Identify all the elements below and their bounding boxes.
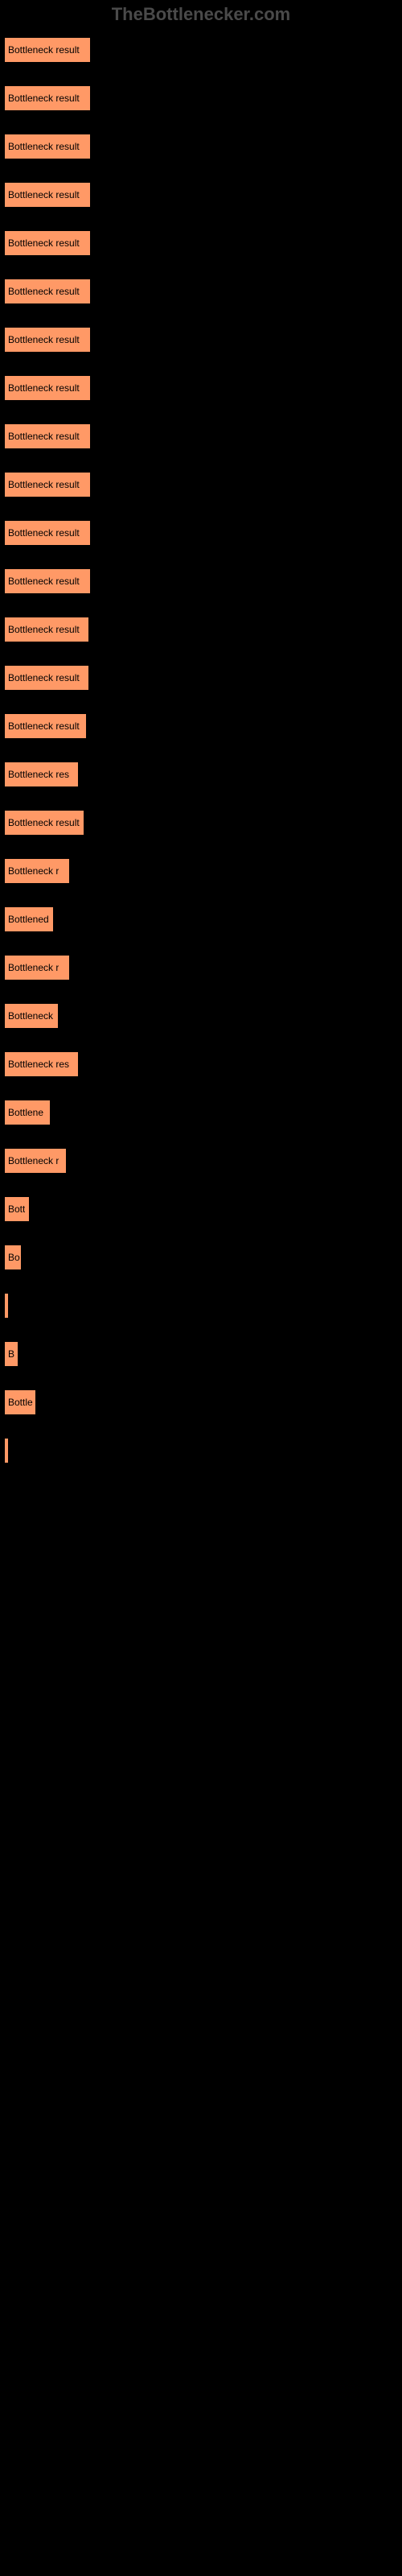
bar-label: Bottleneck result — [8, 189, 80, 200]
bottleneck-bar[interactable] — [4, 1293, 9, 1319]
bottleneck-bar[interactable]: Bottleneck result — [4, 617, 89, 642]
bottleneck-bar[interactable]: Bottleneck result — [4, 520, 91, 546]
bottleneck-bar[interactable]: Bottleneck result — [4, 665, 89, 691]
bar-label: Bottleneck result — [8, 286, 80, 297]
bar-row — [4, 1438, 398, 1463]
bar-label: Bottlened — [8, 914, 49, 925]
bar-row: Bott — [4, 1196, 398, 1222]
bar-label: Bottleneck result — [8, 44, 80, 56]
bar-label: B — [8, 1348, 14, 1360]
bar-row: Bottleneck result — [4, 375, 398, 401]
bottleneck-bar[interactable]: Bottleneck result — [4, 134, 91, 159]
bottleneck-bar[interactable]: Bottleneck result — [4, 37, 91, 63]
bottleneck-bar[interactable]: Bottleneck result — [4, 568, 91, 594]
bar-label: Bottleneck — [8, 1010, 53, 1022]
bar-row: Bottleneck res — [4, 762, 398, 787]
bar-row: Bottle — [4, 1389, 398, 1415]
bar-label: Bottlene — [8, 1107, 43, 1118]
bottleneck-bar[interactable]: Bottlene — [4, 1100, 51, 1125]
bar-label: Bottleneck r — [8, 962, 59, 973]
bar-row: Bottleneck result — [4, 230, 398, 256]
bottleneck-chart: Bottleneck result Bottleneck result Bottle… — [0, 37, 402, 1463]
bar-row: Bottleneck result — [4, 327, 398, 353]
bar-label: Bottleneck result — [8, 93, 80, 104]
bar-row: Bottleneck — [4, 1003, 398, 1029]
bar-label: Bottle — [8, 1397, 33, 1408]
bottleneck-bar[interactable]: Bottleneck result — [4, 85, 91, 111]
bottleneck-bar[interactable]: Bottleneck result — [4, 472, 91, 497]
bar-label: Bottleneck result — [8, 141, 80, 152]
bar-row: Bottlened — [4, 906, 398, 932]
bar-label: Bottleneck result — [8, 576, 80, 587]
site-title: TheBottlenecker.com — [112, 4, 291, 24]
bar-label: Bott — [8, 1203, 25, 1215]
bottleneck-bar[interactable]: Bottleneck result — [4, 423, 91, 449]
bottleneck-bar[interactable]: B — [4, 1341, 18, 1367]
bar-label: Bottleneck result — [8, 817, 80, 828]
bar-label: Bottleneck result — [8, 720, 80, 732]
bar-row: Bottleneck result — [4, 472, 398, 497]
bottleneck-bar[interactable]: Bottleneck r — [4, 955, 70, 980]
bar-row: Bottleneck res — [4, 1051, 398, 1077]
bottleneck-bar[interactable]: Bottleneck result — [4, 182, 91, 208]
bar-row: Bottleneck result — [4, 279, 398, 304]
bottleneck-bar[interactable]: Bottle — [4, 1389, 36, 1415]
bottleneck-bar[interactable]: Bottleneck result — [4, 810, 84, 836]
bar-label: Bottleneck result — [8, 382, 80, 394]
bar-row: Bottleneck result — [4, 37, 398, 63]
bar-label: Bottleneck res — [8, 1059, 69, 1070]
bar-row: Bottleneck result — [4, 810, 398, 836]
bar-label: Bo — [8, 1252, 20, 1263]
bar-row: Bottleneck r — [4, 858, 398, 884]
bottleneck-bar[interactable]: Bo — [4, 1245, 22, 1270]
bottleneck-bar[interactable]: Bottleneck r — [4, 858, 70, 884]
bottleneck-bar[interactable]: Bottleneck — [4, 1003, 59, 1029]
bar-row: Bottleneck result — [4, 665, 398, 691]
bar-label: Bottleneck res — [8, 769, 69, 780]
bar-row: Bottleneck result — [4, 713, 398, 739]
bottleneck-bar[interactable]: Bottleneck result — [4, 230, 91, 256]
bottleneck-bar[interactable]: Bott — [4, 1196, 30, 1222]
bar-row: Bottleneck result — [4, 85, 398, 111]
bar-label: Bottleneck r — [8, 865, 59, 877]
bar-row: Bottleneck result — [4, 568, 398, 594]
bar-row: Bo — [4, 1245, 398, 1270]
bottleneck-bar[interactable]: Bottleneck result — [4, 375, 91, 401]
bar-row: B — [4, 1341, 398, 1367]
bottleneck-bar[interactable]: Bottleneck r — [4, 1148, 67, 1174]
bar-row: Bottleneck r — [4, 955, 398, 980]
bar-row: Bottleneck result — [4, 617, 398, 642]
site-header: TheBottlenecker.com — [0, 0, 402, 37]
bar-row: Bottleneck r — [4, 1148, 398, 1174]
bottleneck-bar[interactable]: Bottleneck result — [4, 327, 91, 353]
bar-label: Bottleneck result — [8, 237, 80, 249]
bar-row: Bottlene — [4, 1100, 398, 1125]
bar-row — [4, 1293, 398, 1319]
bar-label: Bottleneck result — [8, 672, 80, 683]
bar-row: Bottleneck result — [4, 520, 398, 546]
bar-label: Bottleneck result — [8, 624, 80, 635]
bar-row: Bottleneck result — [4, 423, 398, 449]
bar-label: Bottleneck r — [8, 1155, 59, 1166]
bar-label: Bottleneck result — [8, 431, 80, 442]
bar-row: Bottleneck result — [4, 134, 398, 159]
bar-label: Bottleneck result — [8, 334, 80, 345]
bar-label: Bottleneck result — [8, 479, 80, 490]
bar-label: Bottleneck result — [8, 527, 80, 539]
bottleneck-bar[interactable]: Bottleneck result — [4, 279, 91, 304]
bottleneck-bar[interactable]: Bottlened — [4, 906, 54, 932]
bottleneck-bar[interactable]: Bottleneck result — [4, 713, 87, 739]
bottleneck-bar[interactable]: Bottleneck res — [4, 1051, 79, 1077]
bar-row: Bottleneck result — [4, 182, 398, 208]
bottleneck-bar[interactable]: Bottleneck res — [4, 762, 79, 787]
bottleneck-bar[interactable] — [4, 1438, 9, 1463]
